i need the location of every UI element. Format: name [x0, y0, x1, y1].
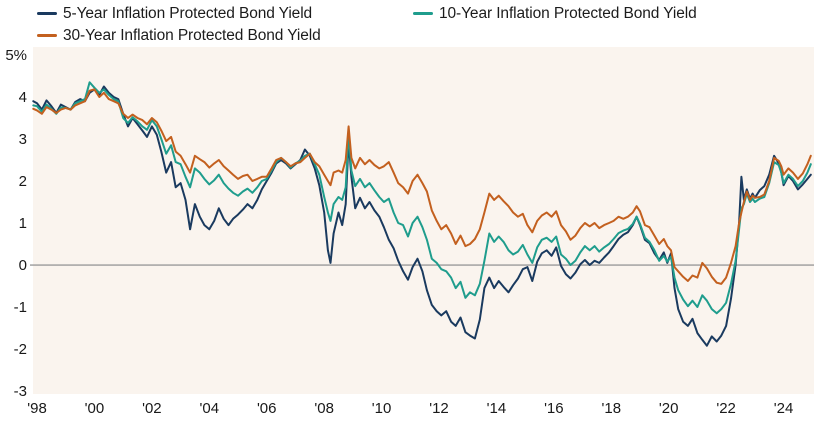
y-axis-tick-label: 5% [5, 47, 27, 64]
x-axis-tick-label: '98 [27, 400, 47, 417]
y-axis-tick-label: 2 [19, 173, 27, 190]
legend-item-30yr: 30-Year Inflation Protected Bond Yield [37, 25, 413, 46]
y-axis-tick-label: 1 [19, 215, 27, 232]
x-axis-tick-label: '02 [142, 400, 162, 417]
legend-line-swatch-10yr-icon [413, 12, 433, 15]
x-axis-tick-label: '00 [85, 400, 105, 417]
x-axis-tick-label: '08 [314, 400, 334, 417]
y-axis-tick-label: -1 [14, 299, 27, 316]
legend-label-30yr: 30-Year Inflation Protected Bond Yield [63, 27, 321, 44]
y-axis-tick-label: 0 [19, 257, 27, 274]
plot-area [33, 47, 814, 394]
legend-label-10yr: 10-Year Inflation Protected Bond Yield [439, 5, 697, 22]
series-line-10yr [32, 81, 812, 315]
x-axis-tick-label: '14 [487, 400, 507, 417]
y-axis-tick-label: 4 [19, 89, 27, 106]
x-axis-tick-label: '04 [200, 400, 220, 417]
chart-legend: 5-Year Inflation Protected Bond Yield 10… [37, 3, 697, 46]
x-axis-tick-label: '10 [372, 400, 392, 417]
y-axis-tick-label: -3 [14, 383, 27, 400]
x-axis-tick-label: '06 [257, 400, 277, 417]
legend-item-5yr: 5-Year Inflation Protected Bond Yield [37, 3, 413, 24]
y-axis-tick-label: 3 [19, 131, 27, 148]
legend-line-swatch-30yr-icon [37, 34, 57, 37]
legend-line-swatch-5yr-icon [37, 12, 57, 15]
series-line-30yr [32, 88, 812, 285]
x-axis-tick-label: '22 [716, 400, 736, 417]
x-axis-tick-label: '18 [602, 400, 622, 417]
x-axis-tick-label: '16 [544, 400, 564, 417]
x-axis-tick-label: '20 [659, 400, 679, 417]
legend-item-10yr: 10-Year Inflation Protected Bond Yield [413, 3, 697, 24]
x-axis-tick-label: '24 [774, 400, 794, 417]
legend-label-5yr: 5-Year Inflation Protected Bond Yield [63, 5, 313, 22]
series-line-5yr [32, 85, 812, 347]
x-axis-tick-label: '12 [429, 400, 449, 417]
y-axis-tick-label: -2 [14, 341, 27, 358]
